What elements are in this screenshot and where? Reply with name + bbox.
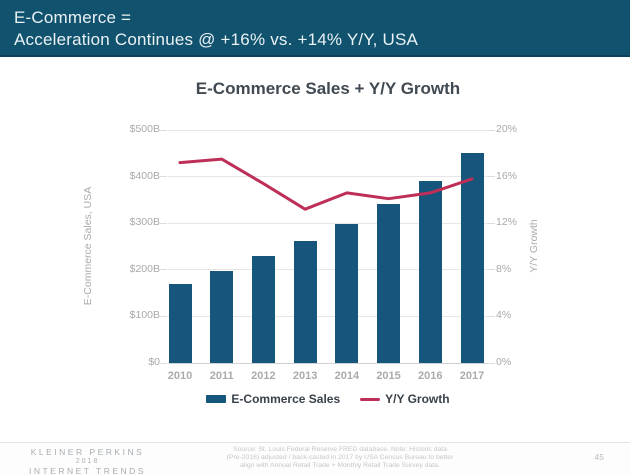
brand-block: KLEINER PERKINS 2018 INTERNET TRENDS [0, 447, 175, 475]
source-line3: align with Annual Retail Trade + Monthly… [240, 462, 440, 470]
left-axis-tick: $100B [129, 309, 160, 322]
source-line1: Source: St. Louis Federal Reserve FRED d… [233, 446, 447, 453]
right-tick-mark [488, 315, 495, 317]
right-axis-tick: 4% [496, 309, 512, 322]
bar-2015 [377, 204, 401, 363]
right-axis-tick: 0% [496, 356, 512, 368]
gridline-$100B [168, 315, 488, 317]
x-axis-label-2017: 2017 [459, 370, 485, 382]
right-tick-mark [488, 362, 495, 364]
gridline-$200B [168, 269, 488, 271]
source-note: Source: St. Louis Federal Reserve FRED d… [225, 446, 455, 471]
left-axis-tick: $0 [148, 356, 160, 368]
left-tick-mark [160, 129, 167, 131]
header-title-line2: Acceleration Continues @ +16% vs. +14% Y… [14, 30, 419, 49]
bar-2010 [168, 283, 192, 363]
gridline-$300B [168, 222, 488, 224]
left-axis-tick: $400B [129, 169, 160, 182]
x-axis-label-2012: 2012 [251, 370, 276, 382]
right-tick-mark [488, 176, 495, 178]
header-title-line1: E-Commerce = [14, 8, 132, 27]
bar-2014 [335, 223, 359, 363]
left-axis-tick: $200B [129, 262, 160, 275]
page-number: 45 [594, 452, 604, 462]
bar-2013 [293, 241, 317, 363]
brand-name: KLEINER PERKINS [30, 447, 145, 457]
gridline-$500B [168, 129, 488, 131]
legend-label: E-Commerce Sales [231, 392, 341, 406]
legend-item-e-commerce-sales: E-Commerce Sales [206, 392, 340, 406]
x-axis-label-2014: 2014 [334, 370, 360, 382]
left-axis-tick: $500B [129, 123, 160, 135]
bar-2011 [210, 270, 234, 363]
left-axis-label: E-Commerce Sales, USA [82, 186, 94, 306]
right-axis-tick: 12% [496, 216, 518, 229]
right-axis-tick: 16% [496, 169, 518, 182]
legend-bar-swatch-icon [206, 395, 227, 403]
x-axis-label-2013: 2013 [292, 370, 318, 382]
left-tick-mark [160, 362, 167, 364]
gridline-$400B [168, 176, 488, 178]
left-tick-mark [160, 176, 167, 178]
right-axis-tick: 20% [496, 123, 518, 135]
x-axis-label-2010: 2010 [167, 370, 193, 382]
right-axis-tick: 8% [496, 262, 512, 275]
chart-title: E-Commerce Sales + Y/Y Growth [195, 79, 461, 98]
legend-item-y-y-growth: Y/Y Growth [360, 392, 450, 406]
slide-header: E-Commerce = Acceleration Continues @ +1… [0, 0, 630, 57]
left-tick-mark [160, 315, 167, 317]
right-tick-mark [488, 129, 495, 131]
bar-2016 [418, 180, 442, 363]
footer-divider [0, 442, 630, 443]
left-tick-mark [160, 269, 167, 271]
brand-report: INTERNET TRENDS [28, 466, 146, 475]
brand-year: 2018 [75, 458, 100, 465]
x-axis-label-2015: 2015 [376, 370, 401, 382]
growth-line-chart [178, 157, 474, 211]
growth-line [178, 157, 474, 211]
bar-2012 [251, 255, 275, 363]
gridline-$0 [168, 362, 488, 364]
x-axis-label-2011: 2011 [209, 370, 234, 382]
legend-label: Y/Y Growth [385, 392, 450, 406]
left-axis-tick: $300B [129, 216, 160, 229]
legend-line-swatch-icon [360, 397, 381, 401]
bar-2017 [460, 153, 484, 363]
slide-footer: KLEINER PERKINS 2018 INTERNET TRENDS Sou… [0, 443, 630, 475]
plot-area: $0 0% $100B 4% $200B 8% $300B 12% $400B 16% $500B 2… [130, 123, 517, 382]
x-axis-label-2016: 2016 [418, 370, 443, 382]
left-tick-mark [160, 222, 167, 224]
source-line2: (Pre-2016) adjusted / back-casted in 201… [226, 454, 454, 462]
chart-legend: E-Commerce Sales Y/Y Growth [168, 391, 488, 407]
right-tick-mark [488, 222, 495, 224]
right-tick-mark [488, 269, 495, 271]
